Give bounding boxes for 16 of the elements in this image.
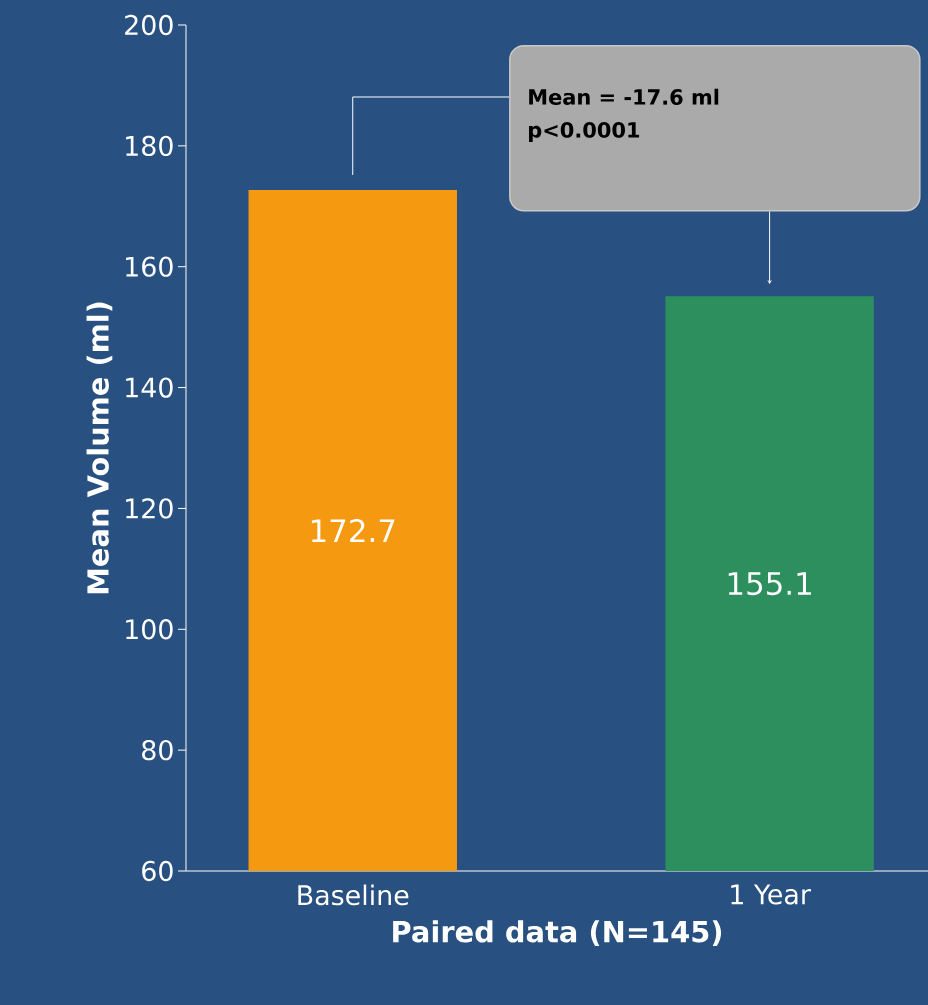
y-tick-label: 80 [142,739,173,761]
y-tick-label: 140 [126,377,173,398]
data-label: 172.7 [311,519,395,542]
data-label: 155.1 [728,572,811,596]
y-tick-label: 180 [126,135,173,157]
y-tick-label: 120 [126,498,173,519]
x-tick-label: Baseline [298,884,409,906]
x-axis-title: Paired data (N=145) [393,920,722,946]
y-tick-label: 200 [125,14,173,36]
y-axis-title: Mean Volume (ml) [86,302,113,594]
x-tick-label: 1 Year [731,884,811,905]
annotation: Mean = -17.6 ml [529,88,719,105]
y-tick-label: 160 [126,256,173,277]
y-tick-label: 100 [126,619,173,640]
y-tick-label: 60 [142,860,173,882]
annotation: p<0.0001 [529,122,640,142]
